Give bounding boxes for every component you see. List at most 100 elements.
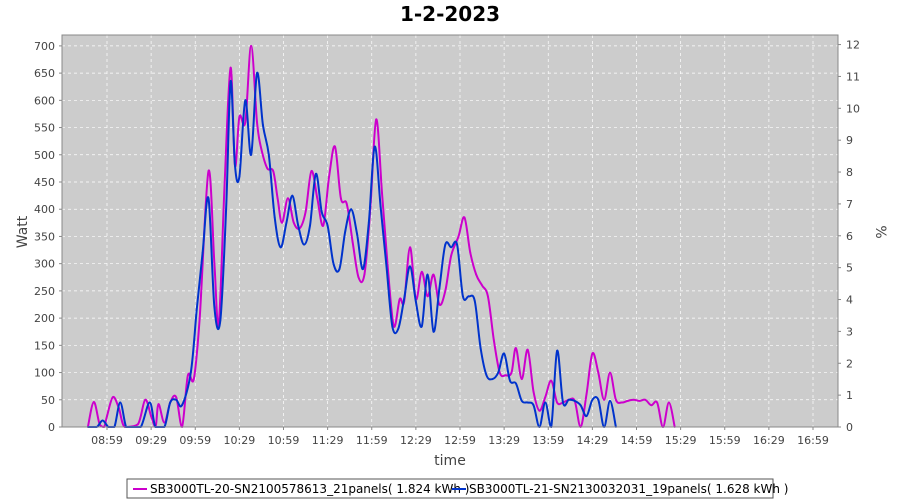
data-point-series-1	[223, 181, 226, 183]
data-point-series-2	[526, 401, 529, 404]
y-tick-label: 500	[34, 149, 55, 162]
data-point-series-1	[250, 45, 253, 47]
data-point-series-1	[357, 276, 360, 279]
data-point-series-2	[373, 145, 376, 148]
y2-tick-label: 9	[846, 134, 853, 147]
y-tick-label: 650	[34, 67, 55, 80]
data-point-series-2	[556, 349, 558, 352]
x-tick-label: 11:59	[356, 434, 388, 447]
y-tick-label: 700	[34, 40, 55, 53]
y-tick-label: 100	[34, 367, 55, 380]
x-tick-label: 13:29	[488, 434, 520, 447]
data-point-series-1	[187, 374, 189, 377]
legend: SB3000TL-20-SN2100578613_21panels( 1.824…	[126, 478, 788, 499]
x-tick-label: 12:59	[444, 434, 476, 447]
data-point-series-2	[579, 404, 582, 407]
data-point-series-1	[487, 295, 489, 298]
data-point-series-2	[234, 164, 236, 167]
data-point-series-1	[381, 192, 383, 194]
data-point-series-1	[207, 170, 210, 173]
x-tick-label: 11:29	[312, 434, 344, 447]
data-point-series-1	[229, 66, 232, 69]
data-point-series-2	[250, 153, 253, 156]
data-point-series-2	[609, 400, 611, 402]
data-point-series-2	[503, 352, 505, 355]
data-point-series-1	[556, 401, 558, 404]
data-point-series-2	[479, 347, 482, 349]
y-tick-label: 300	[34, 258, 55, 271]
data-point-series-2	[238, 175, 241, 178]
y2-tick-label: 5	[846, 262, 853, 275]
y-axis-ticks: 0 50 100 150 200 250 300 350 400 450 500 550 600 650 7…	[34, 40, 62, 434]
data-point-series-2	[320, 211, 323, 213]
data-point-series-2	[326, 224, 329, 227]
y-tick-label: 450	[34, 176, 55, 189]
data-point-series-2	[181, 404, 183, 407]
data-point-series-2	[509, 379, 511, 382]
y2-tick-label: 1	[846, 389, 853, 402]
y-tick-label: 200	[34, 312, 55, 325]
data-point-series-2	[456, 243, 458, 246]
data-point-series-2	[175, 398, 178, 401]
data-point-series-1	[620, 401, 623, 404]
data-point-series-1	[137, 423, 139, 426]
data-point-series-2	[279, 246, 282, 249]
data-point-series-2	[213, 306, 216, 309]
data-point-series-2	[585, 415, 588, 417]
data-point-series-1	[432, 273, 435, 276]
data-point-series-2	[497, 371, 500, 374]
data-point-series-1	[198, 317, 201, 319]
data-point-series-2	[444, 243, 447, 246]
x-axis-label: time	[434, 453, 466, 469]
y2-axis-label: %	[872, 225, 888, 238]
x-tick-label: 15:29	[665, 434, 697, 447]
data-point-series-1	[656, 401, 658, 404]
x-tick-label: 15:59	[709, 434, 741, 447]
data-point-series-2	[426, 273, 429, 276]
legend-label-2: SB3000TL-21-SN2130032031_19panels( 1.628…	[469, 482, 788, 496]
data-point-series-1	[475, 273, 478, 276]
data-point-series-1	[192, 378, 195, 380]
data-point-series-1	[615, 398, 617, 401]
data-point-series-1	[492, 339, 495, 341]
x-tick-label: 14:29	[577, 434, 609, 447]
data-point-series-2	[344, 230, 347, 232]
y2-tick-label: 10	[846, 102, 860, 115]
y2-tick-label: 0	[846, 421, 853, 434]
data-point-series-2	[225, 208, 228, 211]
data-point-series-2	[597, 398, 600, 401]
data-point-series-2	[403, 298, 405, 300]
x-tick-label: 14:59	[621, 434, 653, 447]
data-point-series-1	[334, 145, 336, 148]
data-point-series-1	[281, 221, 283, 224]
data-point-series-2	[379, 205, 382, 208]
data-point-series-1	[238, 115, 241, 118]
data-point-series-2	[438, 287, 441, 290]
data-point-series-1	[444, 290, 447, 292]
data-point-series-1	[106, 415, 108, 417]
data-point-series-1	[144, 398, 147, 401]
data-point-series-1	[272, 170, 275, 173]
data-point-series-1	[585, 393, 588, 396]
data-point-series-1	[260, 148, 263, 151]
plot-frame	[61, 34, 839, 428]
data-point-series-1	[515, 347, 517, 349]
data-point-series-2	[473, 299, 476, 302]
y-tick-label: 0	[48, 421, 55, 434]
data-point-series-2	[544, 401, 547, 404]
y2-tick-label: 3	[846, 325, 853, 338]
data-point-series-1	[532, 390, 535, 393]
x-tick-label: 16:29	[753, 434, 785, 447]
data-point-series-1	[375, 118, 378, 121]
data-point-series-2	[432, 330, 435, 333]
data-point-series-1	[292, 221, 295, 224]
data-point-series-2	[148, 401, 151, 404]
data-point-series-1	[626, 400, 629, 402]
data-point-series-2	[467, 295, 470, 298]
data-point-series-1	[481, 284, 483, 287]
data-point-series-1	[457, 235, 460, 238]
data-point-series-1	[150, 415, 153, 417]
data-point-series-2	[485, 374, 488, 377]
